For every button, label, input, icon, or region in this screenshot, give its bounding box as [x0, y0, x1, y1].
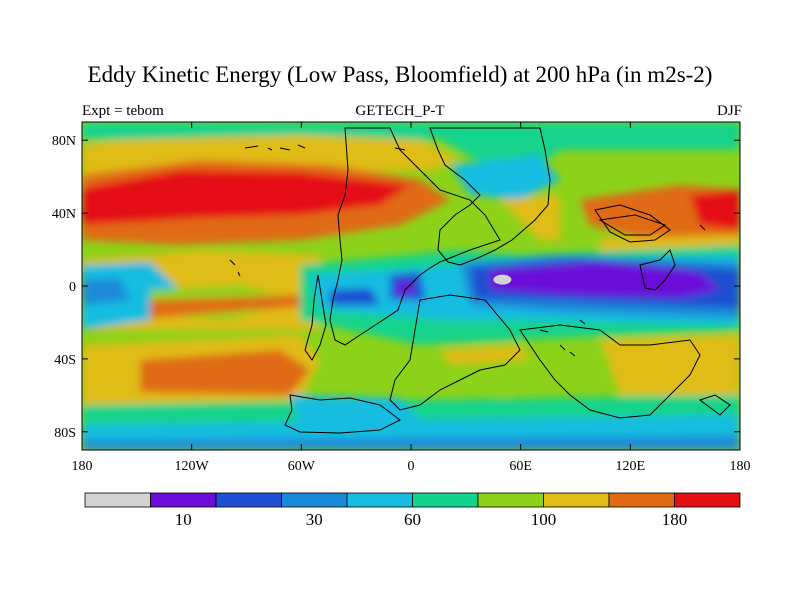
- field-patch: [397, 281, 413, 295]
- field-patch: [150, 295, 320, 318]
- x-tick-label: 180: [72, 459, 93, 474]
- field-patch: [450, 155, 560, 200]
- field-patch: [330, 288, 380, 305]
- coastline: [389, 294, 521, 411]
- x-tick-label: 120W: [175, 459, 210, 474]
- field-patch: [82, 278, 130, 305]
- coastline: [229, 224, 706, 357]
- y-axis: 80N 40N 0 40S 80S: [52, 134, 740, 441]
- coastline: [244, 144, 406, 151]
- field-patch: [82, 170, 410, 225]
- colorbar-swatch: [281, 492, 348, 508]
- field-patch: [440, 345, 530, 365]
- colorbar-label: 180: [662, 510, 688, 529]
- colorbar: 10 30 60 100 180: [84, 492, 741, 529]
- y-tick-label: 80S: [54, 426, 76, 441]
- coastline: [598, 214, 667, 236]
- coastline: [519, 324, 701, 419]
- coastline: [639, 249, 676, 291]
- y-tick-label: 80N: [52, 134, 76, 149]
- colorbar-swatch: [150, 492, 217, 508]
- field-patch: [140, 350, 310, 395]
- x-tick-label: 60W: [288, 459, 316, 474]
- colorbar-label: 10: [175, 510, 192, 529]
- coastline: [698, 394, 731, 416]
- colorbar-swatch: [84, 492, 151, 508]
- coastline: [284, 394, 401, 434]
- minimum-patch: [493, 274, 512, 285]
- field-patch: [600, 335, 740, 395]
- x-tick-label: 60E: [509, 459, 532, 474]
- field-patch: [690, 190, 740, 230]
- colorbar-swatch: [215, 492, 282, 508]
- chart-title: Eddy Kinetic Energy (Low Pass, Bloomfiel…: [87, 62, 713, 87]
- coastline: [429, 127, 551, 266]
- season-label: DJF: [716, 103, 742, 119]
- coastline: [594, 204, 671, 243]
- y-tick-label: 40N: [52, 207, 76, 222]
- contour-field: [82, 122, 740, 450]
- coastline: [329, 127, 501, 346]
- y-tick-label: 0: [69, 280, 76, 295]
- x-tick-label: 0: [408, 459, 415, 474]
- y-tick-label: 40S: [54, 353, 76, 368]
- field-patch: [500, 195, 560, 240]
- coastline: [304, 274, 327, 361]
- colorbar-swatch: [674, 492, 741, 508]
- colorbar-label: 30: [306, 510, 323, 529]
- colorbar-swatch: [608, 492, 675, 508]
- coastlines: [229, 127, 731, 434]
- x-tick-label: 180: [730, 459, 751, 474]
- colorbar-swatch: [477, 492, 544, 508]
- colorbar-swatch: [412, 492, 479, 508]
- x-axis: 180 120W 60W 0 60E 120E 180: [72, 122, 751, 474]
- colorbar-swatch: [543, 492, 610, 508]
- x-tick-label: 120E: [616, 459, 646, 474]
- field-patch: [490, 262, 720, 298]
- colorbar-label: 100: [531, 510, 557, 529]
- field-patch: [82, 436, 740, 450]
- field-patch: [82, 132, 740, 165]
- model-label: GETECH_P-T: [355, 103, 445, 119]
- experiment-label: Expt = tebom: [82, 103, 164, 119]
- colorbar-label: 60: [404, 510, 421, 529]
- field-patch: [290, 395, 420, 425]
- colorbar-swatch: [346, 492, 413, 508]
